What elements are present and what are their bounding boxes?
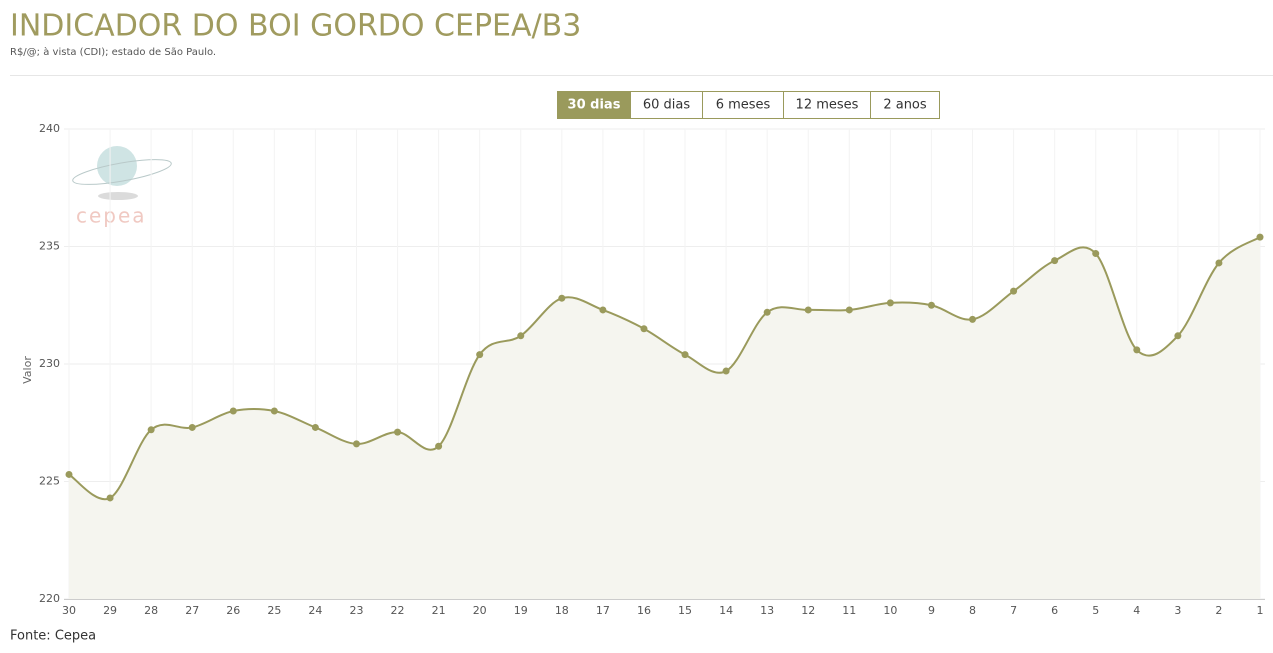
x-tick-label: 30 — [62, 604, 76, 617]
x-tick-label: 17 — [596, 604, 610, 617]
x-tick-label: 25 — [267, 604, 281, 617]
page-title: INDICADOR DO BOI GORDO CEPEA/B3 — [10, 9, 581, 44]
x-tick-label: 29 — [103, 604, 117, 617]
y-axis-label: Valor — [21, 356, 34, 384]
area — [69, 237, 1260, 599]
point — [435, 442, 443, 450]
x-tick-label: 6 — [1051, 604, 1058, 617]
point — [106, 494, 114, 502]
point — [640, 325, 648, 333]
button-label: 60 dias — [643, 98, 691, 113]
subtitle: R$/@; à vista (CDI); estado de São Paulo… — [10, 46, 216, 58]
x-tick-label: 5 — [1092, 604, 1099, 617]
range-button[interactable]: 60 dias — [630, 91, 703, 119]
x-tick-label: 22 — [391, 604, 405, 617]
point — [517, 332, 525, 340]
x-tick-label: 15 — [678, 604, 692, 617]
point — [845, 306, 853, 314]
y-tick-label: 225 — [39, 475, 60, 488]
button-bg — [557, 91, 631, 119]
x-tick-label: 28 — [144, 604, 158, 617]
x-tick-label: 13 — [760, 604, 774, 617]
x-tick-label: 16 — [637, 604, 651, 617]
x-tick-label: 20 — [473, 604, 487, 617]
point — [927, 301, 935, 309]
x-tick-label: 3 — [1174, 604, 1181, 617]
x-tick-label: 19 — [514, 604, 528, 617]
point — [681, 351, 689, 359]
button-bg — [870, 91, 940, 119]
source: Fonte: Cepea — [10, 629, 96, 644]
y-tick-label: 220 — [39, 592, 60, 605]
x-tick-label: 14 — [719, 604, 733, 617]
point — [147, 426, 155, 434]
y-tick-label: 235 — [39, 240, 60, 253]
x-tick-label: 12 — [801, 604, 815, 617]
range-button[interactable]: 12 meses — [783, 91, 871, 119]
point — [394, 428, 402, 436]
range-button[interactable]: 6 meses — [702, 91, 784, 119]
x-tick-label: 18 — [555, 604, 569, 617]
point — [1010, 287, 1018, 295]
y-tick-label: 230 — [39, 357, 60, 370]
point — [722, 367, 730, 375]
button-bg — [702, 91, 784, 119]
point — [188, 423, 196, 431]
line — [68, 236, 1261, 501]
point — [1256, 233, 1264, 241]
point — [1174, 332, 1182, 340]
x-tick-label: 1 — [1257, 604, 1264, 617]
x-tick-label: 10 — [883, 604, 897, 617]
logo: cepea — [72, 146, 172, 228]
x-tick-label: 9 — [928, 604, 935, 617]
point — [763, 308, 771, 316]
range-button[interactable]: 2 anos — [870, 91, 940, 119]
x-tick-label: 8 — [969, 604, 976, 617]
y-tick-label: 240 — [39, 122, 60, 135]
point — [599, 306, 607, 314]
point — [311, 423, 319, 431]
x-tick-label: 26 — [226, 604, 240, 617]
point — [476, 351, 484, 359]
point — [229, 407, 237, 415]
point — [270, 407, 278, 415]
point — [969, 315, 977, 323]
x-tick-label: 11 — [842, 604, 856, 617]
point — [1092, 250, 1100, 258]
x-tick-label: 2 — [1215, 604, 1222, 617]
range-button[interactable]: 30 dias — [557, 91, 631, 119]
x-tick-label: 27 — [185, 604, 199, 617]
x-tick-label: 23 — [349, 604, 363, 617]
button-bg — [783, 91, 871, 119]
x-tick-label: 4 — [1133, 604, 1140, 617]
button-label: 6 meses — [716, 98, 771, 113]
x-tick-label: 21 — [432, 604, 446, 617]
button-label: 30 dias — [568, 98, 621, 113]
point — [1133, 346, 1141, 354]
point — [804, 306, 812, 314]
button-label: 12 meses — [796, 98, 859, 113]
point — [352, 440, 360, 448]
x-tick-label: 24 — [308, 604, 322, 617]
point — [886, 299, 894, 307]
point — [558, 294, 566, 302]
x-tick-label: 7 — [1010, 604, 1017, 617]
point — [1215, 259, 1223, 267]
point — [65, 470, 73, 478]
button-label: 2 anos — [883, 98, 927, 113]
logo-text: cepea — [76, 204, 147, 228]
point — [1051, 257, 1059, 265]
